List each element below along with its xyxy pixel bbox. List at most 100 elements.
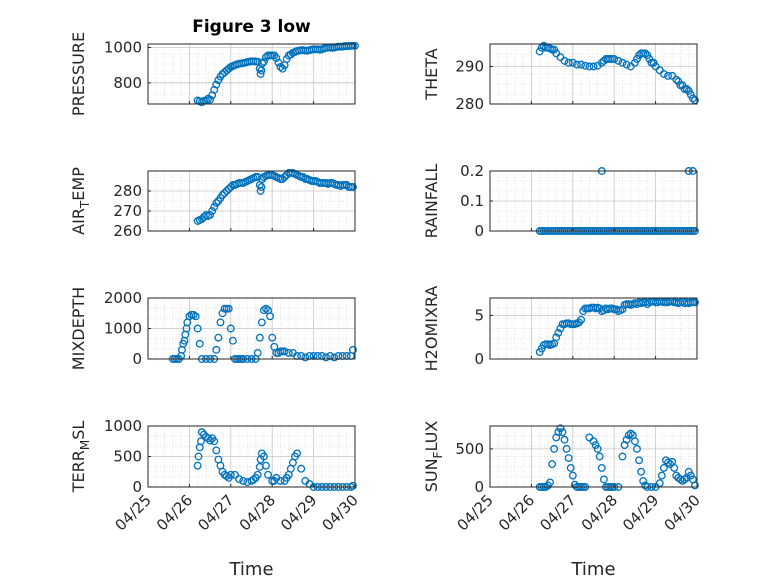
axes-box bbox=[489, 43, 698, 105]
data-point bbox=[189, 310, 198, 319]
data-point bbox=[680, 475, 689, 484]
data-point bbox=[560, 435, 569, 444]
figure-title: Figure 3 low bbox=[192, 17, 311, 37]
data-point bbox=[554, 328, 563, 337]
data-point bbox=[568, 471, 577, 480]
x-tick-label: 04/28 bbox=[236, 491, 279, 534]
data-point bbox=[591, 441, 600, 450]
data-point bbox=[193, 461, 202, 470]
data-point bbox=[256, 187, 265, 195]
axes-box bbox=[489, 425, 698, 488]
x-tick-label: 04/25 bbox=[454, 491, 497, 534]
y-tick-label: 0.2 bbox=[460, 162, 484, 180]
data-point bbox=[257, 183, 266, 191]
data-point bbox=[556, 324, 565, 333]
y-tick-label: 0 bbox=[474, 478, 484, 496]
data-point bbox=[686, 471, 695, 480]
data-point bbox=[194, 452, 203, 461]
data-point bbox=[228, 336, 237, 345]
x-tick-label: 04/27 bbox=[536, 491, 579, 534]
data-series bbox=[193, 169, 357, 225]
data-point bbox=[664, 458, 672, 467]
data-point bbox=[626, 429, 635, 438]
data-point bbox=[224, 185, 233, 193]
data-point bbox=[258, 59, 267, 68]
y-tick-label: 5 bbox=[474, 306, 484, 324]
data-point bbox=[206, 95, 215, 104]
data-point bbox=[299, 173, 308, 181]
data-point bbox=[639, 476, 648, 485]
data-point bbox=[322, 353, 330, 362]
data-point bbox=[624, 431, 633, 440]
data-point bbox=[548, 460, 557, 469]
data-point bbox=[633, 444, 641, 453]
data-point bbox=[348, 345, 357, 354]
data-point bbox=[210, 437, 219, 446]
y-tick-label: 280 bbox=[113, 182, 142, 200]
data-point bbox=[589, 437, 598, 446]
y-axis-label: TERRMSL bbox=[69, 421, 92, 494]
data-point bbox=[239, 476, 248, 485]
data-point bbox=[293, 449, 301, 458]
data-point bbox=[564, 58, 573, 67]
data-point bbox=[195, 339, 204, 348]
y-axis-label: H2OMIXRA bbox=[422, 286, 441, 372]
data-point bbox=[212, 80, 221, 89]
data-point bbox=[272, 54, 281, 63]
data-point bbox=[256, 70, 265, 78]
data-point bbox=[577, 315, 586, 324]
data-point bbox=[197, 98, 206, 107]
data-point bbox=[556, 424, 565, 433]
data-point bbox=[659, 70, 668, 78]
data-point bbox=[262, 304, 270, 313]
x-tick-label: 04/29 bbox=[619, 491, 662, 534]
data-point bbox=[226, 324, 235, 333]
data-series bbox=[535, 41, 699, 105]
data-point bbox=[280, 173, 289, 181]
data-point bbox=[552, 333, 561, 342]
y-tick-label: 0 bbox=[474, 222, 484, 240]
axes-box bbox=[489, 297, 698, 360]
data-point bbox=[562, 444, 571, 453]
data-point bbox=[664, 71, 672, 80]
subplot-5: 0 1000 2000 MIXDEPTH bbox=[69, 287, 357, 370]
subplot-7: 0 500 1000 TERRMSL 04/2504/2604/2704/2804/29… bbox=[69, 417, 362, 580]
data-point bbox=[255, 333, 264, 342]
data-point bbox=[622, 435, 631, 444]
x-tick-label: 04/28 bbox=[578, 491, 621, 534]
y-tick-label: 270 bbox=[113, 202, 142, 220]
data-point bbox=[284, 348, 293, 357]
subplot-2: 280 290 THETA bbox=[422, 41, 699, 113]
data-point bbox=[206, 211, 215, 219]
y-axis-label: RAINFALL bbox=[422, 164, 441, 239]
x-tick-label: 04/29 bbox=[277, 491, 320, 534]
subplot-6: 0 5 H2OMIXRA bbox=[422, 286, 699, 372]
data-point bbox=[682, 85, 691, 93]
y-tick-label: 260 bbox=[113, 222, 142, 240]
subplot-4: 0 0.1 0.2 RAINFALL bbox=[422, 162, 699, 240]
data-point bbox=[226, 470, 235, 479]
data-point bbox=[657, 471, 666, 480]
plot-area bbox=[490, 426, 697, 487]
data-point bbox=[257, 318, 266, 327]
data-point bbox=[230, 470, 239, 479]
x-tick-label: 04/26 bbox=[153, 491, 196, 534]
x-tick-label: 04/26 bbox=[495, 491, 538, 534]
data-point bbox=[197, 428, 206, 437]
data-point bbox=[204, 434, 212, 443]
data-point bbox=[197, 437, 205, 446]
data-point bbox=[672, 75, 681, 84]
data-point bbox=[564, 454, 573, 462]
y-axis-label: MIXDEPTH bbox=[69, 287, 88, 370]
data-point bbox=[635, 456, 643, 465]
data-point bbox=[558, 428, 567, 437]
data-point bbox=[276, 62, 285, 71]
data-point bbox=[684, 467, 693, 476]
data-point bbox=[253, 470, 262, 479]
y-tick-label: 0 bbox=[132, 478, 142, 496]
data-point bbox=[655, 479, 664, 488]
x-tick-label: 04/30 bbox=[661, 491, 704, 534]
data-point bbox=[226, 183, 235, 191]
data-point bbox=[597, 463, 606, 472]
